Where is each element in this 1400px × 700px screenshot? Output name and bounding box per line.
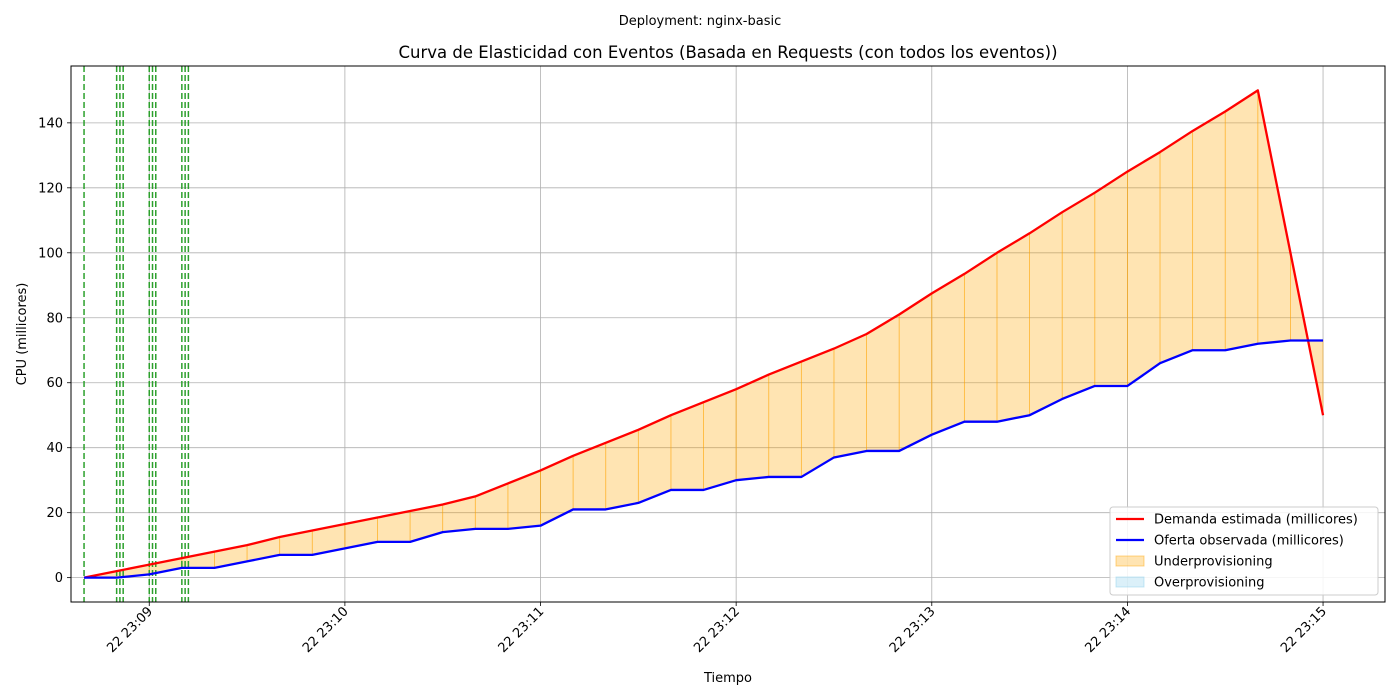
legend-item-overprovisioning-swatch [1115,576,1145,588]
x-tick-label: 22 23:15 [1278,604,1330,656]
event-lines [83,66,190,602]
y-tick-label: 100 [38,246,63,261]
underprovisioning-area [1192,110,1226,351]
underprovisioning-area [1159,130,1194,364]
y-tick-label: 140 [38,116,63,131]
underprovisioning-area [866,313,900,452]
underprovisioning-area [1061,191,1096,400]
supply-line [84,339,1324,579]
underprovisioning-area [768,361,802,478]
y-tick-label: 0 [55,571,63,586]
underprovisioning-area [507,469,541,530]
legend-item-demand-label: Demanda estimada (millicores) [1154,513,1358,528]
y-tick-label: 20 [46,506,63,521]
legend: Demanda estimada (millicores) Oferta obse… [1109,506,1379,596]
legend-item-overprovisioning-label: Overprovisioning [1154,576,1265,591]
x-tick-label: 22 23:09 [104,604,156,656]
y-tick-label: 60 [46,376,63,391]
chart-title: Curva de Elasticidad con Eventos (Basada… [398,43,1057,62]
provisioning-fills [83,89,1324,579]
legend-box [1109,506,1379,596]
y-axis-ticks: 0 20 40 60 80 100 120 140 [38,116,71,586]
x-tick-label: 22 23:11 [496,604,548,656]
y-tick-label: 80 [46,311,63,326]
legend-item-underprovisioning-label: Underprovisioning [1154,555,1273,570]
underprovisioning-area [1224,89,1259,351]
underprovisioning-area [703,388,737,491]
x-tick-label: 22 23:12 [691,604,743,656]
x-axis-ticks: 22 23:09 22 23:10 22 23:11 22 23:12 22 23:13… [104,602,1330,656]
underprovisioning-area [670,401,704,491]
underprovisioning-area [1257,90,1291,345]
underprovisioning-area [931,273,965,436]
underprovisioning-area [996,232,1031,423]
underprovisioning-area [1127,151,1161,387]
x-tick-label: 22 23:13 [887,604,939,656]
underprovisioning-area [898,292,933,452]
y-axis-label: CPU (millicores) [15,283,30,386]
underprovisioning-area [735,373,770,481]
y-tick-label: 120 [38,181,63,196]
underprovisioning-area [833,333,867,458]
underprovisioning-area [1094,170,1128,387]
underprovisioning-area [442,495,476,533]
legend-item-underprovisioning-swatch [1115,555,1145,567]
chart-suptitle: Deployment: nginx-basic [619,14,782,29]
series-lines [83,89,1325,579]
underprovisioning-area [963,252,998,423]
demand-line [83,89,1325,579]
underprovisioning-area [1029,211,1063,416]
x-tick-label: 22 23:14 [1083,604,1135,656]
x-axis-label: Tiempo [703,671,752,686]
plot-frame [70,65,1386,603]
x-tick-label: 22 23:10 [300,604,352,656]
underprovisioning-area [540,455,574,527]
legend-item-supply-label: Oferta observada (millicores) [1154,534,1344,549]
y-tick-label: 40 [46,441,63,456]
underprovisioning-area [800,348,835,478]
